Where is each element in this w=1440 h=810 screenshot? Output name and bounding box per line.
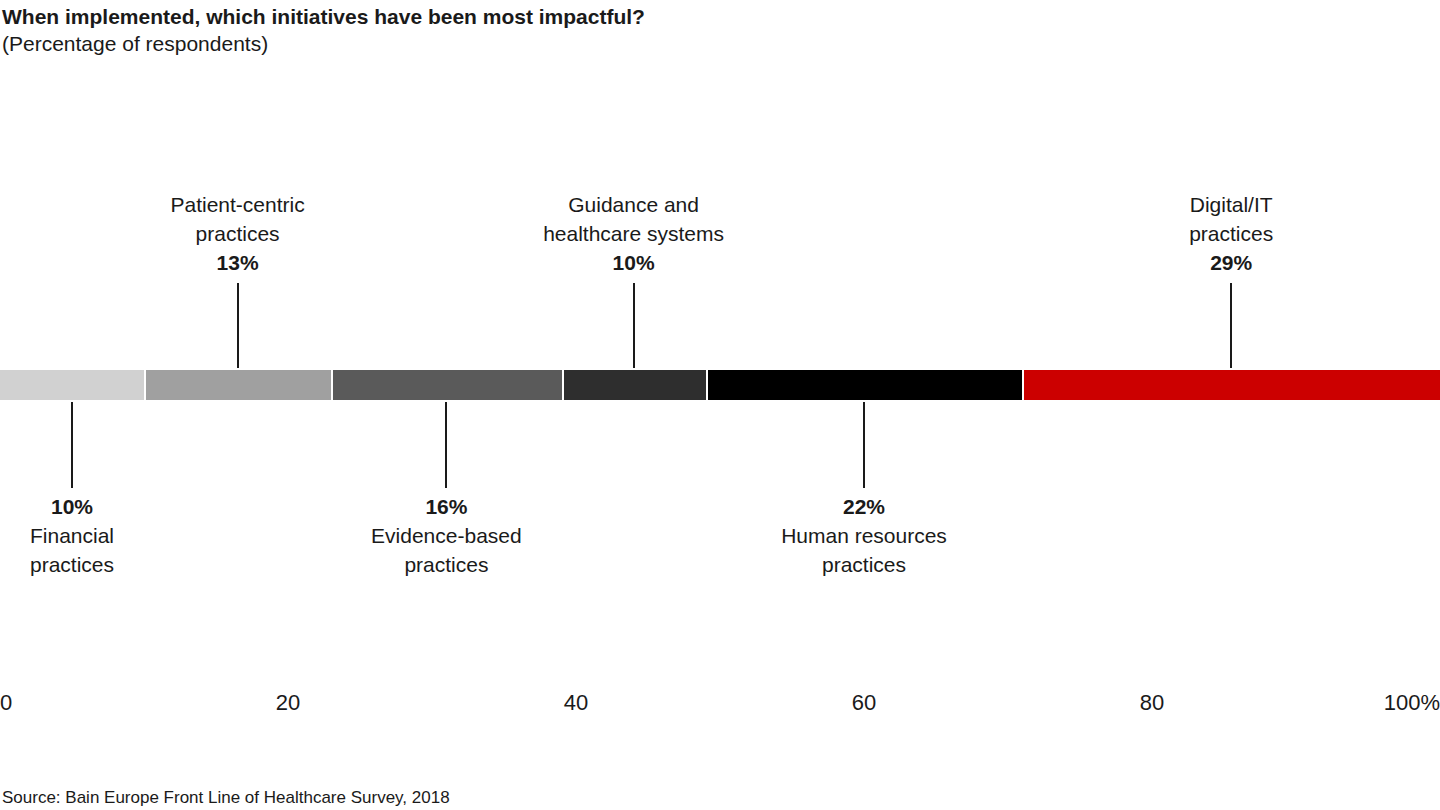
segment-label-financial-practices: Financial bbox=[30, 521, 114, 550]
segment-label-financial-practices: practices bbox=[30, 550, 114, 579]
segment-label-evidence-based-practices: practices bbox=[404, 550, 488, 579]
segment-value-human-resources-practices: 22% bbox=[843, 492, 885, 521]
axis-tick-40: 40 bbox=[564, 690, 588, 716]
callout-evidence-based-practices: 16%Evidence-basedpractices bbox=[266, 402, 626, 586]
segment-value-guidance-healthcare-systems: 10% bbox=[613, 248, 655, 277]
axis-tick-100pct: 100% bbox=[1384, 690, 1440, 716]
segment-value-patient-centric-practices: 13% bbox=[217, 248, 259, 277]
callout-human-resources-practices: 22%Human resourcespractices bbox=[684, 402, 1044, 586]
callout-patient-centric-practices: Patient-centricpractices13% bbox=[58, 190, 418, 368]
segment-label-digital-it-practices: Digital/IT bbox=[1190, 190, 1273, 219]
segment-label-patient-centric-practices: Patient-centric bbox=[170, 190, 304, 219]
segment-label-guidance-healthcare-systems: healthcare systems bbox=[543, 219, 724, 248]
bar-segment-guidance-healthcare-systems bbox=[562, 370, 706, 400]
bar-segment-digital-it-practices bbox=[1022, 370, 1440, 400]
connector-line-guidance-healthcare-systems bbox=[633, 283, 635, 368]
bar-segment-patient-centric-practices bbox=[144, 370, 331, 400]
segment-value-digital-it-practices: 29% bbox=[1210, 248, 1252, 277]
segment-value-financial-practices: 10% bbox=[51, 492, 93, 521]
callout-financial-practices: 10%Financialpractices bbox=[0, 402, 252, 586]
stacked-bar bbox=[0, 370, 1440, 400]
connector-line-human-resources-practices bbox=[863, 402, 865, 488]
axis-tick-60: 60 bbox=[852, 690, 876, 716]
segment-label-human-resources-practices: Human resources bbox=[781, 521, 947, 550]
plot-area: 10%FinancialpracticesPatient-centricprac… bbox=[0, 0, 1440, 810]
callout-guidance-healthcare-systems: Guidance andhealthcare systems10% bbox=[454, 190, 814, 368]
segment-label-human-resources-practices: practices bbox=[822, 550, 906, 579]
axis-tick-20: 20 bbox=[276, 690, 300, 716]
source-note: Source: Bain Europe Front Line of Health… bbox=[2, 788, 450, 808]
chart: When implemented, which initiatives have… bbox=[0, 0, 1440, 810]
segment-label-patient-centric-practices: practices bbox=[196, 219, 280, 248]
callout-digital-it-practices: Digital/ITpractices29% bbox=[1051, 190, 1411, 368]
connector-line-evidence-based-practices bbox=[445, 402, 447, 488]
segment-label-digital-it-practices: practices bbox=[1189, 219, 1273, 248]
segment-label-evidence-based-practices: Evidence-based bbox=[371, 521, 522, 550]
connector-line-financial-practices bbox=[71, 402, 73, 488]
bar-segment-evidence-based-practices bbox=[331, 370, 561, 400]
bar-segment-human-resources-practices bbox=[706, 370, 1023, 400]
segment-value-evidence-based-practices: 16% bbox=[425, 492, 467, 521]
bar-segment-financial-practices bbox=[0, 370, 144, 400]
segment-label-guidance-healthcare-systems: Guidance and bbox=[568, 190, 699, 219]
axis-tick-0: 0 bbox=[0, 690, 12, 716]
axis-tick-80: 80 bbox=[1140, 690, 1164, 716]
connector-line-patient-centric-practices bbox=[237, 283, 239, 368]
connector-line-digital-it-practices bbox=[1230, 283, 1232, 368]
